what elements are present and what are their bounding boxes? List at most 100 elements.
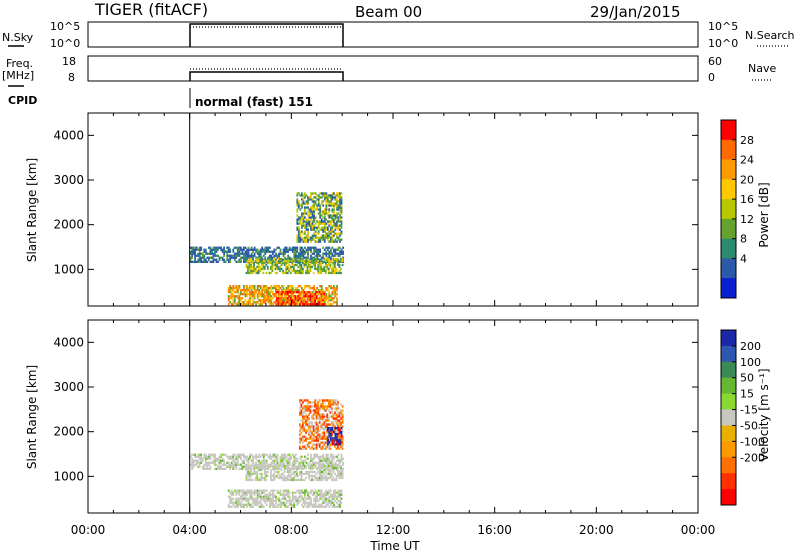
colorbar-segment (721, 139, 736, 160)
heatmap-cell (328, 427, 331, 430)
heatmap-cell (334, 463, 337, 466)
heatmap-cell (314, 226, 317, 229)
heatmap-cell (335, 399, 338, 402)
heatmap-cell (311, 470, 313, 474)
heatmap-cell (191, 463, 193, 466)
heatmap-cell (250, 293, 253, 296)
heatmap-cell (278, 256, 280, 259)
heatmap-cell (203, 465, 206, 468)
colorbar-tick-label: 12 (740, 213, 754, 226)
heatmap-cell (305, 220, 308, 223)
heatmap-cell (299, 495, 302, 498)
heatmap-cell (297, 467, 300, 470)
heatmap-cell (272, 501, 274, 504)
heatmap-cell (320, 459, 323, 462)
heatmap-cell (317, 208, 320, 211)
heatmap-cell (293, 289, 296, 292)
heatmap-cell (288, 497, 291, 500)
heatmap-cell (238, 252, 241, 255)
heatmap-cell (328, 501, 331, 504)
heatmap-cell (305, 437, 307, 440)
heatmap-cell (320, 476, 323, 480)
heatmap-cell (328, 256, 331, 259)
heatmap-cell (339, 429, 341, 432)
heatmap-cell (330, 248, 332, 251)
heatmap-cell (264, 285, 267, 288)
colorbar-segment (721, 345, 736, 363)
heatmap-cell (312, 299, 315, 302)
heatmap-cell (311, 421, 313, 424)
heatmap-cell (326, 208, 329, 211)
heatmap-cell (257, 466, 260, 470)
heatmap-cell (229, 297, 232, 300)
heatmap-cell (314, 267, 316, 271)
heatmap-cell (313, 453, 315, 456)
heatmap-cell (306, 425, 309, 428)
heatmap-cell (340, 198, 343, 201)
heatmap-cell (313, 285, 315, 288)
heatmap-cell (331, 421, 333, 424)
heatmap-cell (331, 409, 333, 412)
heatmap-cell (302, 421, 304, 424)
heatmap-cell (264, 250, 267, 253)
heatmap-cell (275, 301, 277, 304)
heatmap-cell (317, 417, 320, 420)
heatmap-cell (304, 256, 306, 259)
heatmap-cell (235, 246, 238, 249)
heatmap-cell (296, 218, 299, 221)
heatmap-cell (312, 427, 315, 430)
heatmap-cell (258, 453, 261, 456)
heatmap-cell (316, 293, 318, 296)
heatmap-cell (326, 399, 329, 402)
heatmap-cell (310, 228, 312, 231)
heatmap-cell (321, 464, 324, 468)
heatmap-cell (296, 497, 299, 500)
heatmap-cell (339, 194, 341, 197)
heatmap-cell (293, 467, 296, 470)
heatmap-cell (338, 433, 341, 436)
heatmap-cell (279, 493, 282, 496)
heatmap-cell (292, 476, 295, 480)
heatmap-cell (320, 425, 323, 428)
heatmap-cell (301, 291, 303, 294)
heatmap-cell (238, 301, 241, 304)
heatmap-cell (330, 297, 332, 300)
heatmap-cell (240, 256, 242, 259)
heatmap-cell (294, 453, 297, 456)
heatmap-cell (259, 248, 262, 251)
heatmap-cell (302, 202, 305, 205)
heatmap-cell (240, 258, 242, 261)
heatmap-cell (337, 208, 340, 211)
colorbar-segment (721, 179, 736, 200)
heatmap-cell (294, 246, 297, 249)
heatmap-cell (241, 467, 244, 470)
heatmap-cell (250, 265, 252, 269)
heatmap-cell (230, 295, 233, 298)
heatmap-cell (331, 453, 334, 456)
heatmap-cell (255, 491, 257, 494)
heatmap-cell (314, 222, 317, 225)
heatmap-cell (240, 299, 242, 302)
heatmap-cell (333, 497, 335, 500)
heatmap-cell (325, 234, 328, 237)
heatmap-cell (320, 505, 323, 508)
heatmap-cell (217, 457, 219, 460)
heatmap-cell (307, 218, 309, 221)
heatmap-cell (259, 464, 262, 468)
heatmap-cell (340, 437, 342, 440)
velocity-colorbar-label: Velocity [m s⁻¹] (757, 368, 771, 461)
colorbar-segment (721, 278, 736, 299)
heatmap-cell (292, 303, 295, 306)
heatmap-cell (308, 299, 311, 302)
heatmap-cell (270, 303, 273, 306)
heatmap-cell (330, 493, 332, 496)
heatmap-cell (285, 467, 288, 470)
heatmap-cell (282, 472, 284, 476)
heatmap-cell (313, 204, 315, 207)
heatmap-cell (204, 260, 207, 263)
heatmap-cell (279, 250, 282, 253)
heatmap-cell (277, 261, 280, 265)
heatmap-cell (247, 491, 250, 494)
heatmap-cell (259, 258, 262, 261)
heatmap-cell (335, 429, 338, 432)
